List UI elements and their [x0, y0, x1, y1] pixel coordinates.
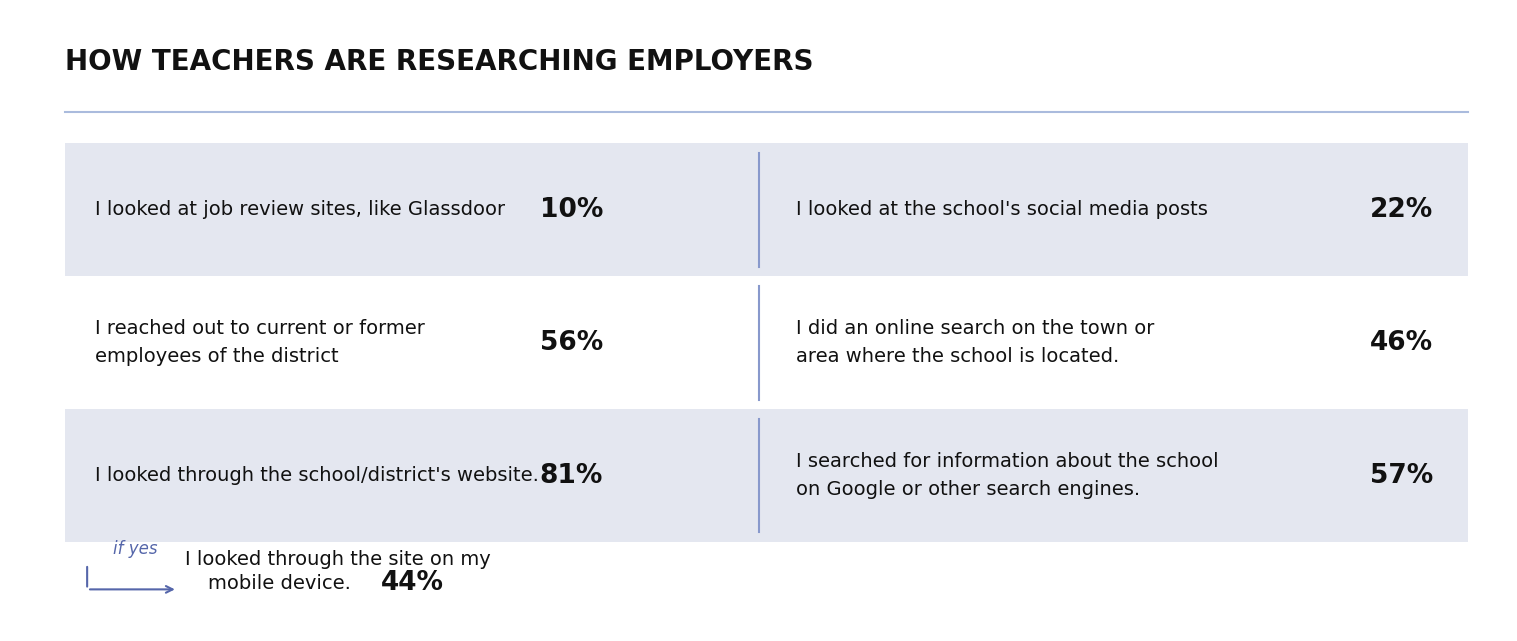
Text: I looked at job review sites, like Glassdoor: I looked at job review sites, like Glass…	[94, 200, 505, 219]
Text: 56%: 56%	[540, 329, 602, 356]
Bar	[65, 144, 1467, 276]
Text: HOW TEACHERS ARE RESEARCHING EMPLOYERS: HOW TEACHERS ARE RESEARCHING EMPLOYERS	[65, 49, 813, 76]
Bar	[65, 409, 1467, 542]
Text: I looked through the site on my: I looked through the site on my	[185, 549, 492, 569]
Bar	[65, 276, 1467, 409]
Text: 57%: 57%	[1370, 463, 1432, 488]
Text: 22%: 22%	[1370, 197, 1432, 223]
Text: mobile device.: mobile device.	[208, 574, 350, 592]
Text: 10%: 10%	[540, 197, 604, 223]
Text: if yes: if yes	[112, 540, 158, 558]
Text: I looked at the school's social media posts: I looked at the school's social media po…	[796, 200, 1208, 219]
Text: 44%: 44%	[381, 570, 444, 596]
Text: I searched for information about the school
on Google or other search engines.: I searched for information about the sch…	[796, 452, 1218, 499]
Text: I looked through the school/district's website.: I looked through the school/district's w…	[94, 466, 539, 485]
Text: 46%: 46%	[1370, 329, 1432, 356]
Text: I did an online search on the town or
area where the school is located.: I did an online search on the town or ar…	[796, 319, 1154, 366]
Text: 81%: 81%	[540, 463, 604, 488]
Text: I reached out to current or former
employees of the district: I reached out to current or former emplo…	[94, 319, 425, 366]
